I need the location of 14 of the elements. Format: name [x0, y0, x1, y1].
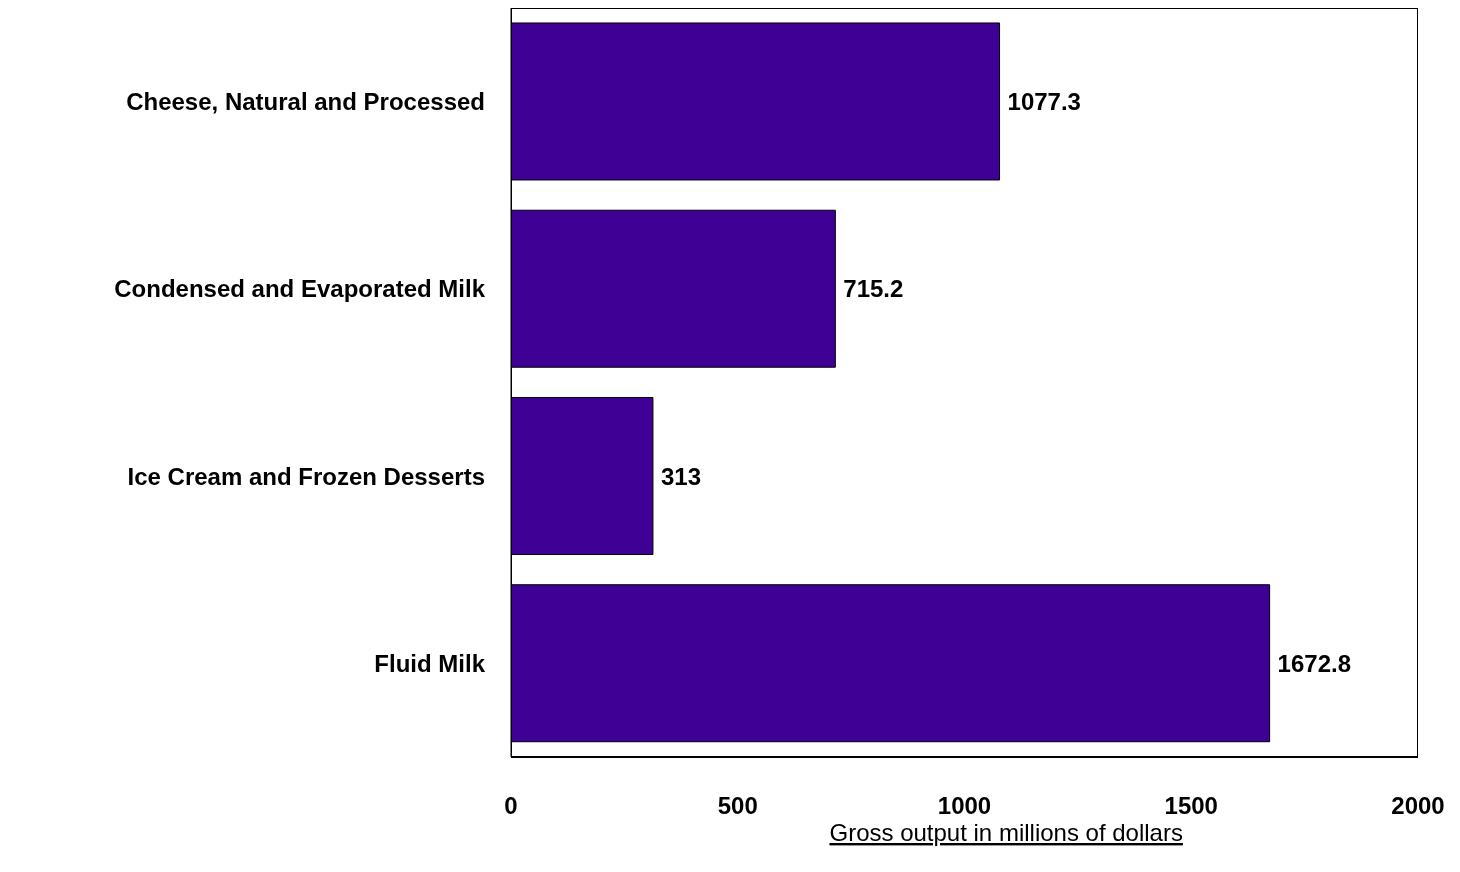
x-tick-label: 0 — [504, 792, 518, 820]
y-tick-label: Fluid Milk — [374, 649, 486, 677]
data-label: 1077.3 — [1007, 88, 1081, 115]
data-label: 715.2 — [843, 275, 904, 303]
data-label: 313 — [660, 462, 701, 490]
x-tick-label: 2000 — [1391, 792, 1445, 820]
x-tick-label: 1500 — [1164, 792, 1218, 820]
x-tick-label: 500 — [717, 792, 758, 820]
data-label: 1672.8 — [1277, 649, 1352, 677]
x-tick-label: 1000 — [937, 792, 992, 820]
y-tick-label: Ice Cream and Frozen Desserts — [127, 462, 485, 490]
x-axis-title: Gross output in millions of dollars — [829, 819, 1183, 846]
y-tick-label: Condensed and Evaporated Milk — [114, 275, 486, 303]
y-tick-label: Cheese, Natural and Processed — [126, 88, 485, 116]
